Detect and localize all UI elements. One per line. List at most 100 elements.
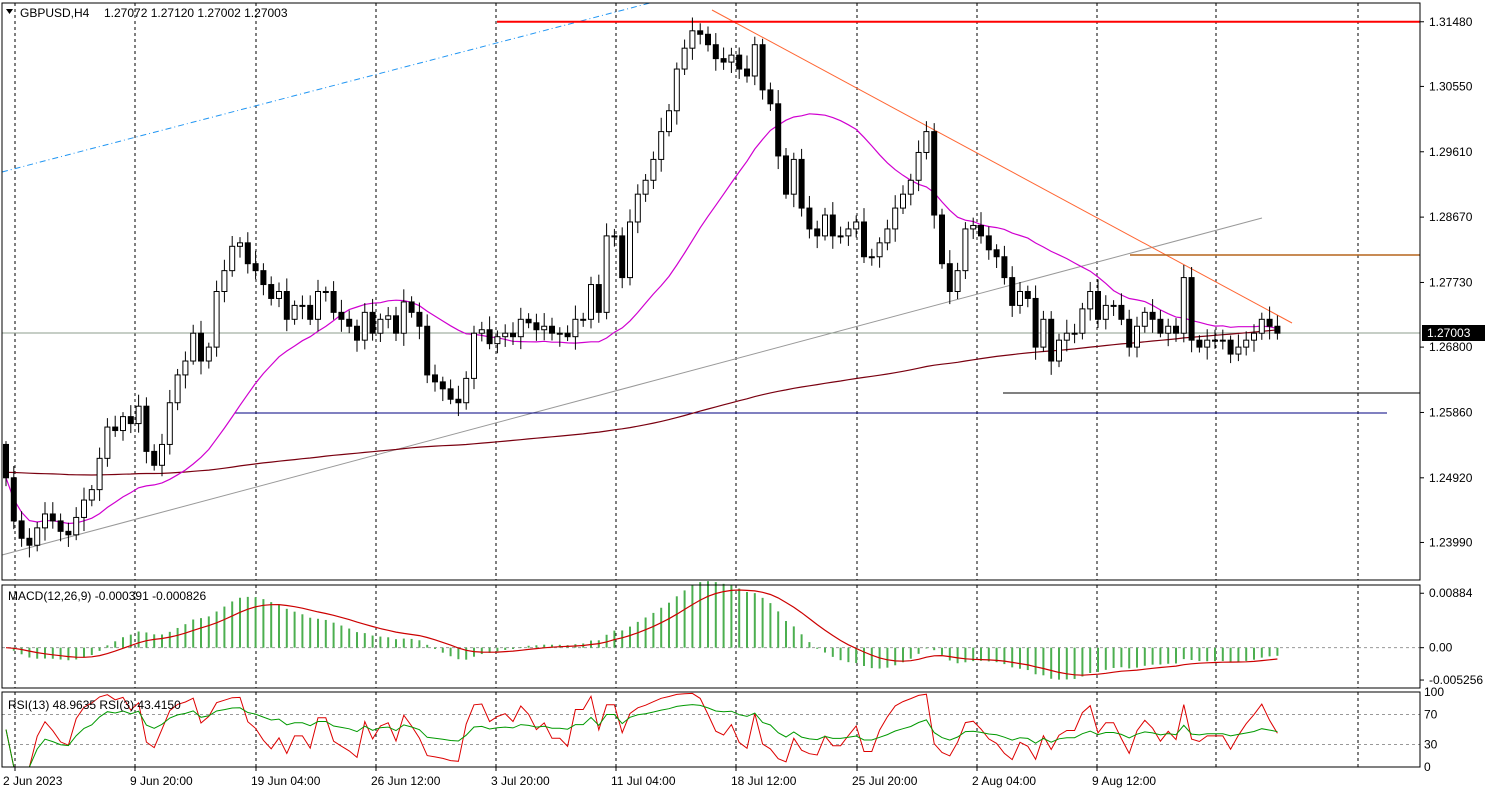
rsi-y-tick-label: 100 bbox=[1424, 685, 1444, 699]
candle bbox=[970, 217, 977, 239]
candle-body bbox=[416, 311, 423, 327]
x-tick-label: 18 Jul 12:00 bbox=[731, 774, 797, 788]
candle-body bbox=[276, 291, 282, 299]
candle bbox=[1118, 293, 1125, 326]
candle bbox=[572, 305, 579, 350]
candle bbox=[299, 295, 306, 320]
candle-body bbox=[1251, 332, 1257, 341]
candle-body bbox=[65, 530, 72, 536]
candle bbox=[346, 310, 353, 334]
candle-body bbox=[104, 426, 111, 459]
macd-signal-line bbox=[5, 589, 1278, 676]
price-drawn-lines bbox=[1, 2, 1420, 556]
symbol-dropdown-icon[interactable] bbox=[6, 9, 13, 14]
candle bbox=[556, 327, 563, 347]
candle-body bbox=[471, 332, 477, 379]
candle-body bbox=[1141, 311, 1148, 327]
candle bbox=[705, 26, 711, 52]
candle-body bbox=[49, 513, 56, 522]
candle-body bbox=[3, 443, 9, 479]
candle-body bbox=[861, 221, 867, 258]
candle-body bbox=[853, 221, 860, 230]
candle-body bbox=[1243, 339, 1250, 348]
candle-body bbox=[322, 291, 329, 293]
candle bbox=[619, 227, 626, 289]
candle bbox=[502, 324, 509, 347]
macd-panel-frame bbox=[1, 584, 1421, 689]
candle-body bbox=[845, 228, 852, 237]
candle bbox=[486, 316, 493, 350]
candle bbox=[845, 221, 852, 246]
candle-body bbox=[486, 329, 493, 345]
candle-body bbox=[1110, 304, 1117, 307]
candle-body bbox=[884, 228, 891, 244]
candle bbox=[1087, 281, 1094, 321]
candle-body bbox=[931, 131, 938, 216]
candle-body bbox=[907, 179, 914, 195]
candle bbox=[424, 314, 431, 384]
candle bbox=[1219, 329, 1226, 350]
candle-body bbox=[798, 158, 805, 209]
candle-body bbox=[198, 332, 204, 362]
candle bbox=[900, 185, 906, 215]
candle bbox=[3, 441, 9, 487]
candle bbox=[307, 295, 314, 325]
candle-body bbox=[112, 426, 119, 432]
candle-body bbox=[393, 315, 399, 334]
candle-body bbox=[588, 284, 594, 320]
candle bbox=[728, 47, 735, 73]
candle-body bbox=[627, 221, 633, 279]
candle-body bbox=[962, 228, 969, 272]
candle bbox=[1266, 306, 1273, 340]
candle bbox=[1071, 323, 1078, 344]
candle-body bbox=[978, 224, 984, 237]
y-tick-label: 1.28670 bbox=[1429, 210, 1473, 224]
candle-body bbox=[1056, 339, 1062, 362]
candle-body bbox=[681, 47, 688, 70]
macd-y-tick-label: 0.00 bbox=[1429, 641, 1453, 655]
ma-short-line bbox=[5, 113, 1278, 525]
candlestick-series bbox=[3, 17, 1281, 558]
candle-body bbox=[619, 235, 626, 279]
candle-body bbox=[315, 291, 321, 320]
candle bbox=[1079, 302, 1086, 340]
candle-body bbox=[338, 311, 345, 320]
uptrend-line bbox=[1, 217, 1263, 556]
candle bbox=[229, 235, 236, 277]
candle bbox=[127, 405, 134, 434]
candle bbox=[416, 302, 423, 340]
candle-body bbox=[970, 224, 977, 230]
candle-body bbox=[814, 228, 821, 237]
candle-body bbox=[1180, 277, 1187, 334]
rsi-panel-frame bbox=[1, 691, 1421, 768]
candle-body bbox=[213, 291, 220, 348]
candle-body bbox=[1102, 304, 1109, 320]
candle-body bbox=[1126, 318, 1133, 348]
candle-body bbox=[205, 346, 212, 362]
candle-body bbox=[88, 489, 95, 501]
candle-body bbox=[166, 402, 173, 445]
candle-body bbox=[237, 242, 243, 247]
channel-line bbox=[1, 2, 651, 173]
candle-body bbox=[1048, 318, 1055, 362]
candle-body bbox=[307, 304, 314, 320]
candle bbox=[837, 226, 844, 244]
candle-body bbox=[642, 179, 649, 195]
candle bbox=[65, 522, 72, 547]
candle-body bbox=[775, 103, 782, 157]
candle-body bbox=[1017, 291, 1023, 306]
candle-body bbox=[135, 405, 142, 425]
candle-body bbox=[283, 291, 290, 320]
candle bbox=[377, 313, 384, 342]
candle bbox=[143, 397, 150, 464]
candle-body bbox=[923, 131, 930, 153]
candle bbox=[666, 104, 672, 137]
candle-body bbox=[354, 325, 360, 341]
candle-body bbox=[18, 520, 25, 539]
candle bbox=[931, 123, 938, 229]
candle bbox=[627, 209, 633, 286]
candle bbox=[1048, 311, 1055, 375]
candle-body bbox=[868, 256, 875, 259]
candle bbox=[588, 276, 594, 329]
